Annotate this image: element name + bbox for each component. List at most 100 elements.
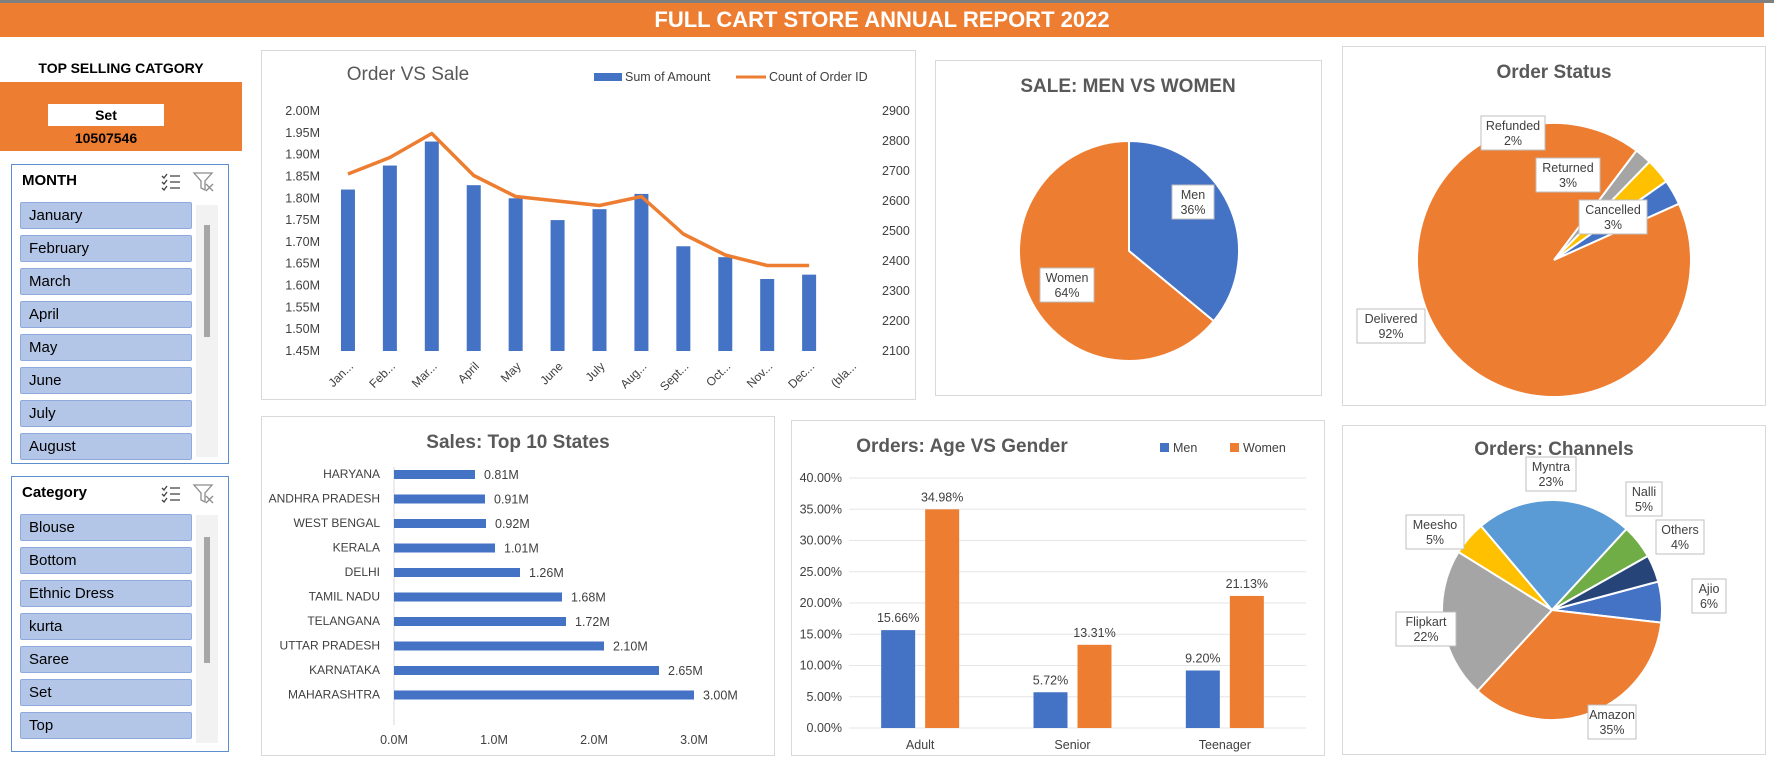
month-slicer: MONTH January February March April May June Ju… — [11, 164, 229, 464]
y-right-tick-label: 2500 — [882, 224, 910, 238]
clear-filter-icon[interactable] — [192, 172, 214, 192]
chart-title: Orders: Channels — [1474, 439, 1633, 460]
order-status-panel: Order Status Refunded 2% Returned 3% Cancelle… — [1342, 46, 1766, 406]
y-left-tick-label: 1.90M — [285, 148, 320, 162]
month-item-july[interactable]: July — [20, 400, 192, 427]
channel-slice-myntra — [1479, 499, 1628, 612]
category-slicer-title: Category — [22, 484, 88, 501]
bar-sum-of-amount — [718, 257, 733, 351]
bar-women — [925, 509, 960, 728]
chart-title: SALE: MEN VS WOMEN — [1020, 76, 1235, 97]
month-item-february[interactable]: February — [20, 235, 192, 262]
callout-value-returned: 3% — [1559, 176, 1577, 190]
slicer-toolbar — [161, 172, 214, 192]
order-vs-sale-panel: Order VS Sale Sum of Amount Count of Order… — [261, 50, 916, 400]
month-slicer-scroll-thumb[interactable] — [204, 225, 210, 337]
month-item-january[interactable]: January — [20, 202, 192, 229]
state-label: TAMIL NADU — [309, 590, 380, 604]
y-left-tick-label: 1.65M — [285, 257, 320, 271]
month-slicer-scrollbar[interactable] — [196, 205, 218, 457]
category-item-top[interactable]: Top — [20, 712, 192, 739]
legend-label-sum-of-amount: Sum of Amount — [625, 70, 711, 84]
category-slicer-scroll-thumb[interactable] — [204, 537, 210, 663]
bar-state — [394, 592, 562, 602]
category-item-blouse[interactable]: Blouse — [20, 514, 192, 541]
category-item-ethnic-dress[interactable]: Ethnic Dress — [20, 580, 192, 607]
callout-value-amazon: 35% — [1599, 723, 1624, 737]
state-value-label: 0.92M — [495, 517, 530, 531]
callout-name-ajio: Ajio — [1699, 582, 1720, 596]
callout-nalli — [1625, 481, 1663, 517]
y-right-tick-label: 2700 — [882, 164, 910, 178]
y-tick-label: 20.00% — [800, 596, 842, 610]
callout-name-men: Men — [1181, 188, 1205, 202]
bar-sum-of-amount — [760, 279, 775, 351]
bar-state — [394, 690, 694, 700]
clear-filter-icon[interactable] — [192, 484, 214, 504]
bar-state — [394, 519, 486, 528]
callout-name-flipkart: Flipkart — [1406, 615, 1448, 629]
multi-select-icon[interactable] — [161, 173, 180, 191]
callout-value-women: 64% — [1054, 286, 1079, 300]
y-tick-label: 10.00% — [800, 659, 842, 673]
legend-swatch-women — [1230, 443, 1239, 452]
y-left-tick-label: 1.60M — [285, 279, 320, 293]
legend-swatch-sum-of-amount — [594, 73, 622, 81]
month-item-march[interactable]: March — [20, 268, 192, 295]
x-tick-label: Senior — [1054, 738, 1090, 752]
x-tick-label: Jan... — [325, 359, 356, 390]
bar-sum-of-amount — [634, 193, 649, 351]
x-tick-label: June — [537, 359, 566, 388]
category-item-kurta[interactable]: kurta — [20, 613, 192, 640]
callout-meesho — [1405, 514, 1465, 550]
bar-state — [394, 617, 566, 626]
bar-state — [394, 494, 485, 504]
bar-sum-of-amount — [802, 274, 817, 351]
x-tick-label: Adult — [906, 738, 935, 752]
slicer-toolbar — [161, 484, 214, 504]
state-label: WEST BENGAL — [294, 516, 381, 530]
state-value-label: 0.81M — [484, 468, 519, 482]
order-status-chart: Order StatusRefunded2%Returned3%Cancelle… — [1356, 62, 1692, 398]
x-tick-label: 1.0M — [480, 733, 508, 747]
category-slicer-scrollbar[interactable] — [196, 515, 218, 743]
callout-name-others: Others — [1661, 523, 1699, 537]
y-right-tick-label: 2400 — [882, 254, 910, 268]
category-item-bottom[interactable]: Bottom — [20, 547, 192, 574]
month-item-may[interactable]: May — [20, 334, 192, 361]
month-item-april[interactable]: April — [20, 301, 192, 328]
callout-value-flipkart: 22% — [1413, 630, 1438, 644]
x-tick-label: 2.0M — [580, 733, 608, 747]
top-strip — [0, 0, 1774, 3]
y-left-tick-label: 1.75M — [285, 213, 320, 227]
category-slicer: Category Blouse Bottom Ethnic Dress kurta Sa… — [11, 476, 229, 752]
bar-value-label: 15.66% — [877, 611, 919, 625]
y-right-tick-label: 2600 — [882, 194, 910, 208]
bar-sum-of-amount — [508, 198, 523, 351]
y-left-tick-label: 1.85M — [285, 169, 320, 183]
callout-name-women: Women — [1046, 271, 1089, 285]
chart-title: Orders: Age VS Gender — [856, 436, 1068, 457]
y-left-tick-label: 1.55M — [285, 300, 320, 314]
age-vs-gender-panel: Orders: Age VS Gender Men Women 0.00% 5.00% 1… — [791, 420, 1325, 756]
month-item-august[interactable]: August — [20, 433, 192, 460]
x-tick-label: Teenager — [1199, 738, 1251, 752]
top-states-panel: Sales: Top 10 States HARYANA 0.81M ANDHRA P… — [261, 416, 775, 756]
bar-men — [1033, 692, 1068, 728]
x-tick-label: April — [455, 359, 482, 386]
channel-slice-others — [1551, 554, 1660, 611]
category-item-saree[interactable]: Saree — [20, 646, 192, 673]
x-tick-label: Feb... — [366, 359, 398, 391]
callout-name-myntra: Myntra — [1532, 460, 1570, 474]
y-right-tick-label: 2300 — [882, 284, 910, 298]
top-selling-label: TOP SELLING CATGORY — [38, 60, 204, 76]
state-value-label: 1.68M — [571, 591, 606, 605]
multi-select-icon[interactable] — [161, 485, 180, 503]
y-right-tick-label: 2200 — [882, 314, 910, 328]
category-item-set[interactable]: Set — [20, 679, 192, 706]
bar-sum-of-amount — [676, 246, 691, 351]
y-tick-label: 5.00% — [807, 690, 842, 704]
month-item-june[interactable]: June — [20, 367, 192, 394]
bar-value-label: 13.31% — [1073, 626, 1115, 640]
y-right-tick-label: 2800 — [882, 134, 910, 148]
